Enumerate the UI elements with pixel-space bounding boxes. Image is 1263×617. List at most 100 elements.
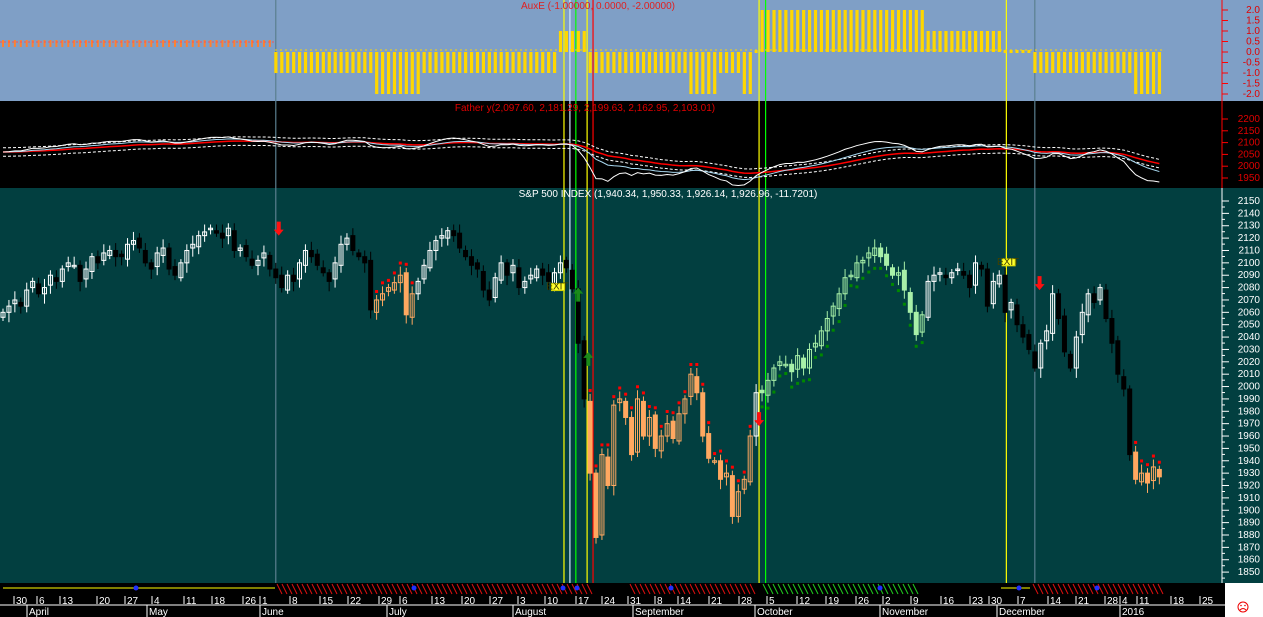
trend-hatch (506, 583, 513, 595)
candle-body (89, 256, 95, 273)
aux-bar (1074, 52, 1079, 73)
price-tick-label: 2090 (1238, 270, 1261, 281)
aux-bar (784, 10, 788, 52)
candle-body (504, 262, 510, 276)
date-tick-label: 3 (520, 596, 526, 607)
candle-body (368, 259, 374, 311)
stop-dot-red (695, 362, 699, 366)
trend-hatch (1087, 583, 1094, 595)
aux-bar (31, 40, 34, 47)
candle-body (374, 299, 380, 313)
trend-hatch (581, 583, 588, 595)
date-tick-label: 16 (943, 596, 955, 607)
candle-body (397, 274, 403, 284)
trend-hatch (551, 583, 558, 595)
candle-body (213, 230, 219, 234)
aux-bar (1128, 52, 1132, 73)
price-tick-label: 1950 (1238, 443, 1261, 454)
sad-face-icon[interactable] (1237, 601, 1249, 613)
candle-body (1127, 388, 1133, 456)
candle-body (1050, 293, 1056, 334)
candle-body (421, 264, 427, 280)
stop-dot-green (885, 274, 889, 278)
candle-body (516, 267, 522, 289)
candle-body (978, 264, 984, 270)
aux-bar (831, 10, 835, 52)
stop-dot-red (600, 443, 604, 447)
candle-body (297, 262, 302, 280)
candle-body (676, 413, 682, 442)
trend-hatch (1047, 583, 1054, 595)
stop-dot-green (914, 344, 918, 348)
stop-dot-green (891, 282, 894, 286)
stop-dot-red (1145, 463, 1149, 467)
candle-body (546, 272, 552, 282)
stop-dot-green (896, 289, 900, 293)
candle-body (540, 268, 546, 276)
aux-bar (689, 52, 693, 94)
aux-bar (1157, 52, 1162, 94)
fathery-tick-label: 2150 (1238, 126, 1261, 137)
aux-bar (280, 52, 284, 73)
date-tick-label: 30 (16, 596, 28, 607)
trend-hatch (501, 583, 508, 595)
candle-body (1091, 293, 1097, 303)
candle-body (901, 269, 907, 291)
candle-body (119, 253, 125, 258)
trend-hatch (441, 583, 448, 595)
trend-hatch (664, 583, 671, 595)
candle-body (812, 342, 818, 348)
candle-body (457, 232, 463, 249)
stop-dot-green (796, 381, 800, 385)
candle-body (605, 456, 611, 487)
candle-body (741, 478, 747, 490)
candle-body (291, 274, 297, 282)
aux-bar (885, 10, 889, 52)
trend-hatch (431, 583, 438, 595)
aux-bar (517, 52, 521, 73)
trend-hatch (316, 583, 323, 595)
stop-dot-red (742, 470, 746, 474)
price-tick-label: 1870 (1238, 542, 1261, 553)
trend-hatch (659, 583, 666, 595)
stop-dot-green (849, 284, 853, 288)
candle-body (1038, 342, 1044, 369)
trend-hatch (301, 583, 308, 595)
exit-label: EXIT (997, 257, 1019, 268)
stop-dot-green (861, 276, 865, 280)
trend-hatch (1122, 583, 1129, 595)
stop-dot-red (398, 261, 402, 265)
stop-dot-red (392, 271, 396, 275)
stop-dot-green (766, 406, 770, 410)
trend-hatch (1107, 583, 1114, 595)
price-tick-label: 1960 (1238, 431, 1261, 442)
candle-body (700, 392, 706, 437)
aux-bar (879, 10, 883, 52)
date-tick-label: 26 (245, 596, 257, 607)
candle-body (961, 271, 967, 276)
candle-body (587, 400, 593, 474)
candle-body (848, 274, 854, 278)
date-tick-label: 4 (154, 596, 160, 607)
trend-hatch (486, 583, 493, 595)
aux-bar (570, 31, 574, 52)
candle-body (1056, 293, 1062, 320)
trend-hatch (381, 583, 388, 595)
candle-body (498, 262, 504, 281)
trend-hatch (536, 583, 543, 595)
aux-bar (286, 52, 290, 73)
trend-hatch (724, 583, 731, 595)
candle-body (854, 262, 860, 279)
trend-hatch (1032, 583, 1039, 595)
aux-bar (1104, 52, 1108, 73)
price-tick-label: 2060 (1238, 307, 1261, 318)
date-tick-label: 9 (913, 596, 919, 607)
trend-hatch (1142, 583, 1149, 595)
stop-dot-green (831, 328, 835, 332)
candle-body (801, 357, 807, 369)
trend-hatch (644, 583, 651, 595)
trend-hatch (1137, 583, 1144, 595)
trend-hatch (629, 583, 636, 595)
candle-body (463, 249, 469, 258)
